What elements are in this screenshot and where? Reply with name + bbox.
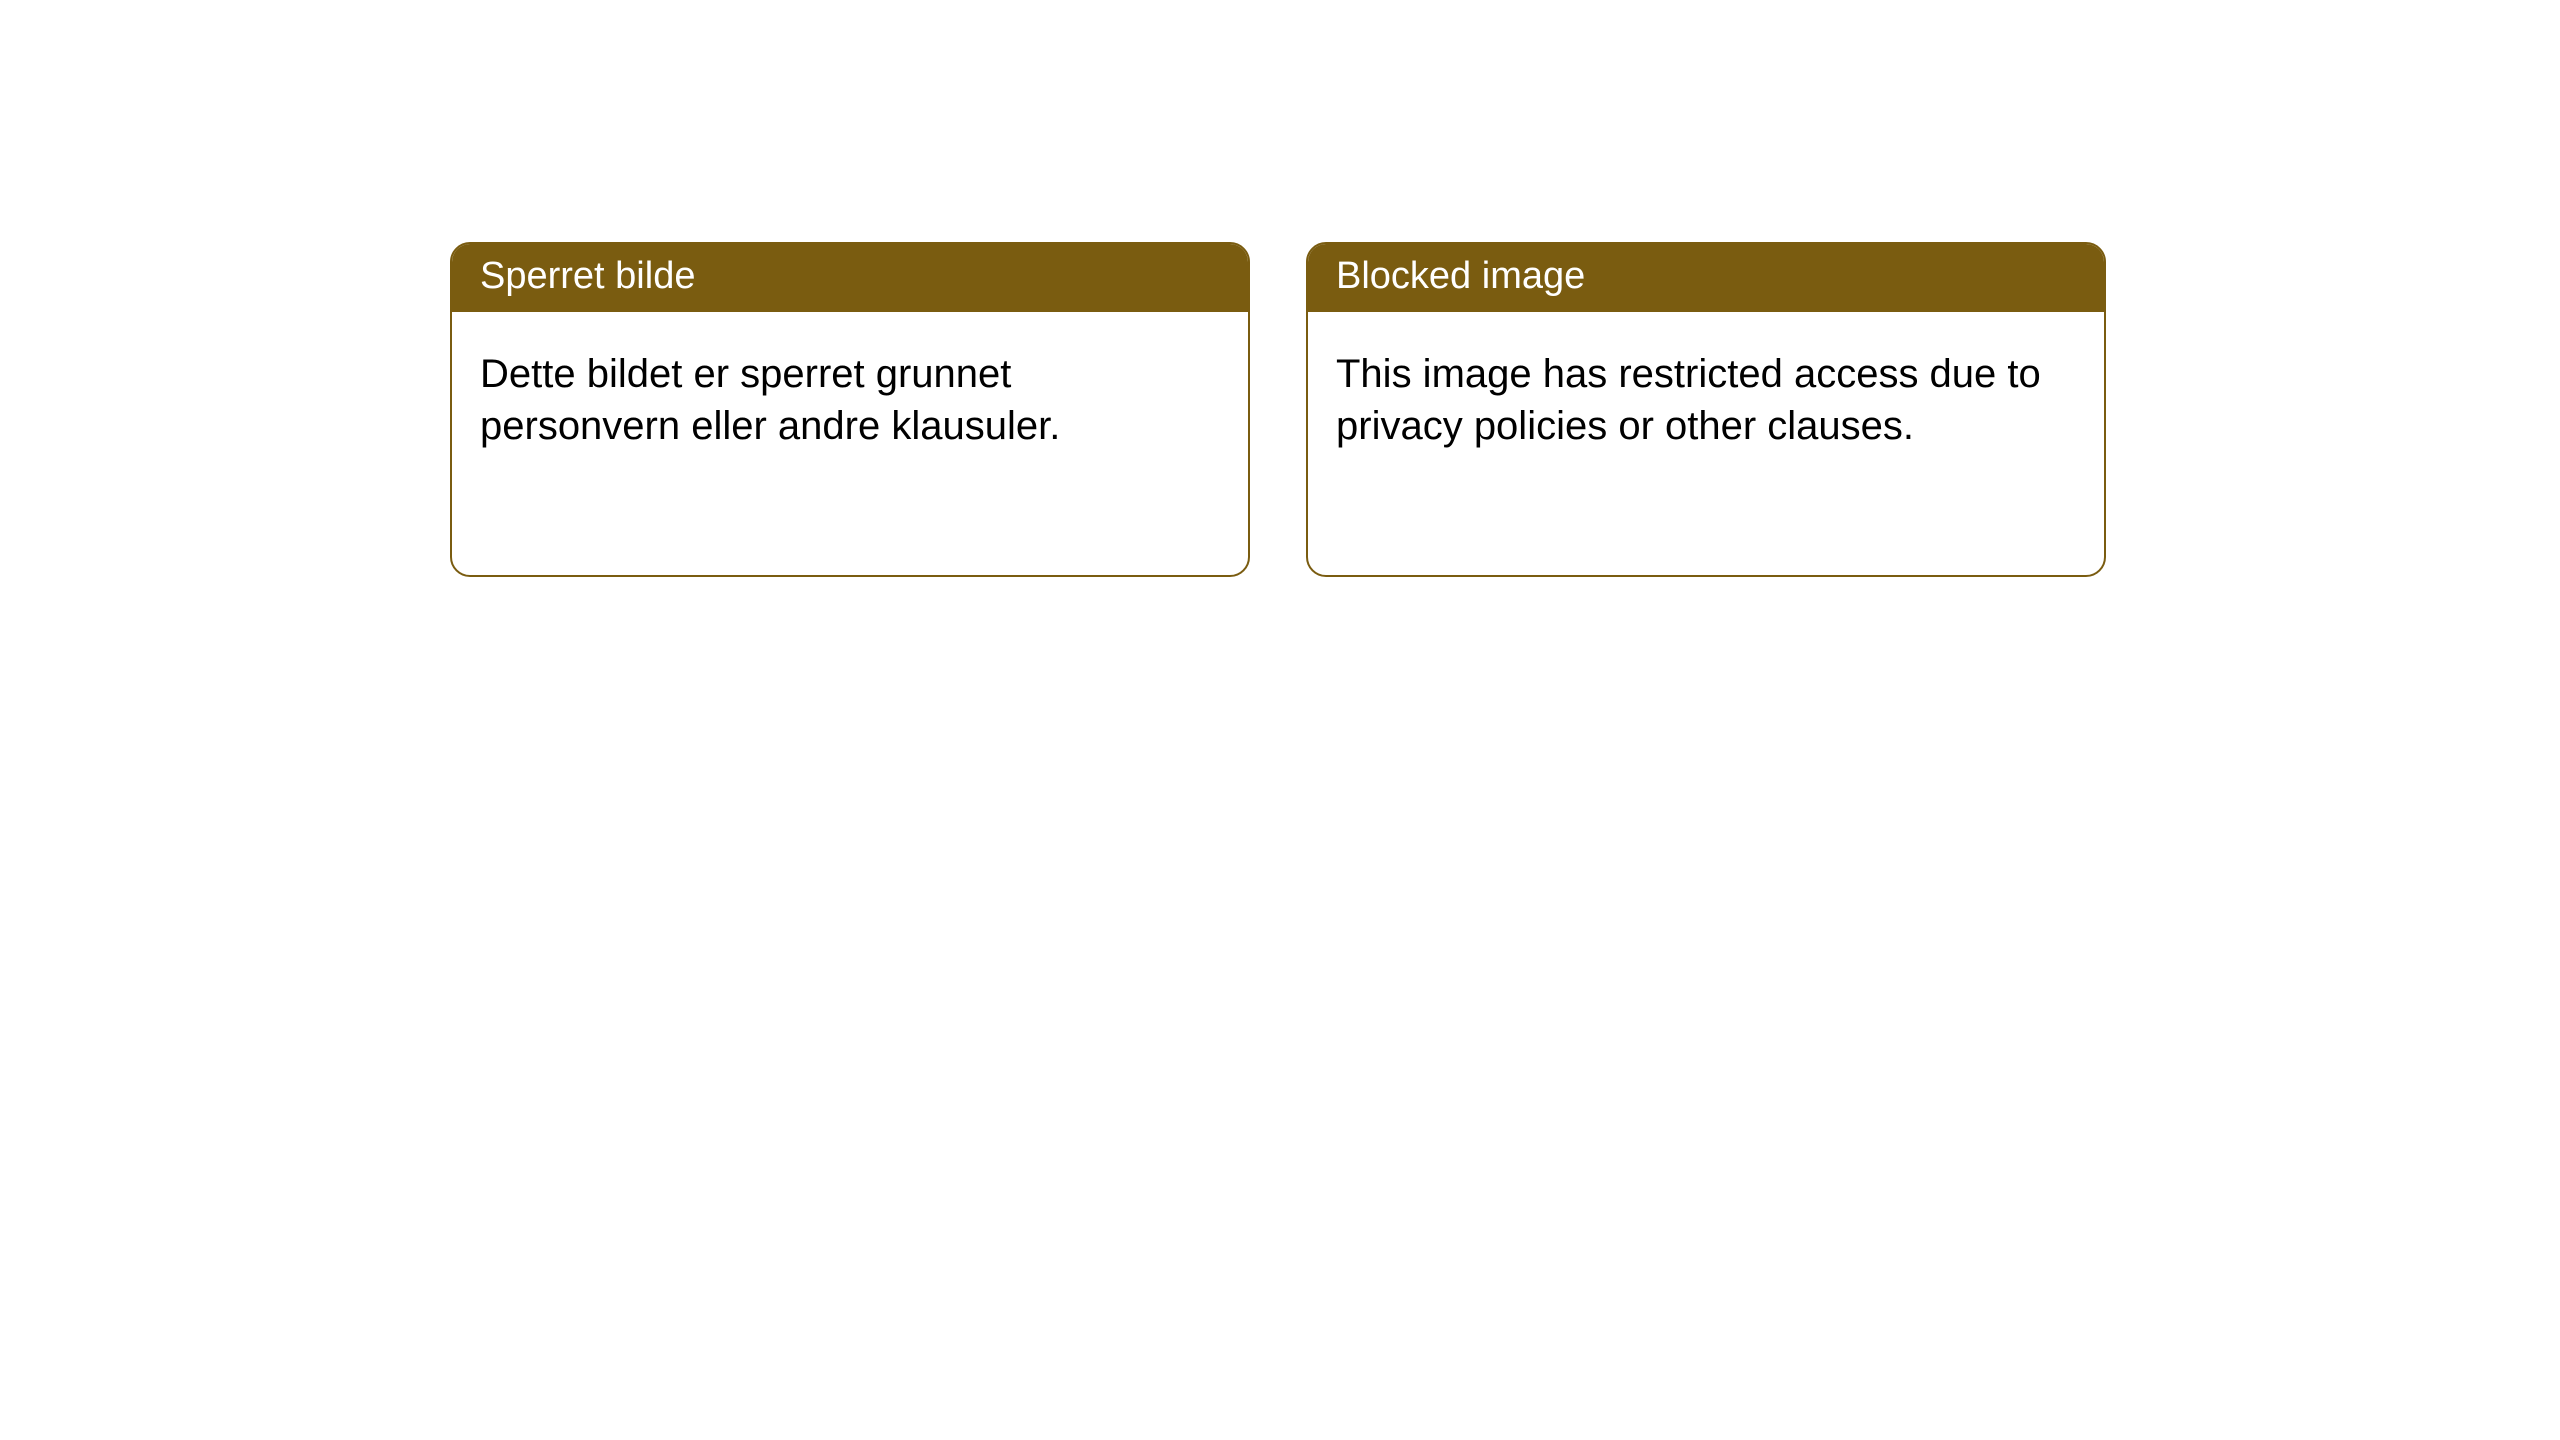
blocked-image-notice-container: Sperret bilde Dette bildet er sperret gr… bbox=[450, 242, 2106, 577]
card-header: Sperret bilde bbox=[452, 244, 1248, 312]
card-header: Blocked image bbox=[1308, 244, 2104, 312]
card-body: This image has restricted access due to … bbox=[1308, 312, 2104, 488]
blocked-image-card-no: Sperret bilde Dette bildet er sperret gr… bbox=[450, 242, 1250, 577]
blocked-image-card-en: Blocked image This image has restricted … bbox=[1306, 242, 2106, 577]
card-body: Dette bildet er sperret grunnet personve… bbox=[452, 312, 1248, 488]
